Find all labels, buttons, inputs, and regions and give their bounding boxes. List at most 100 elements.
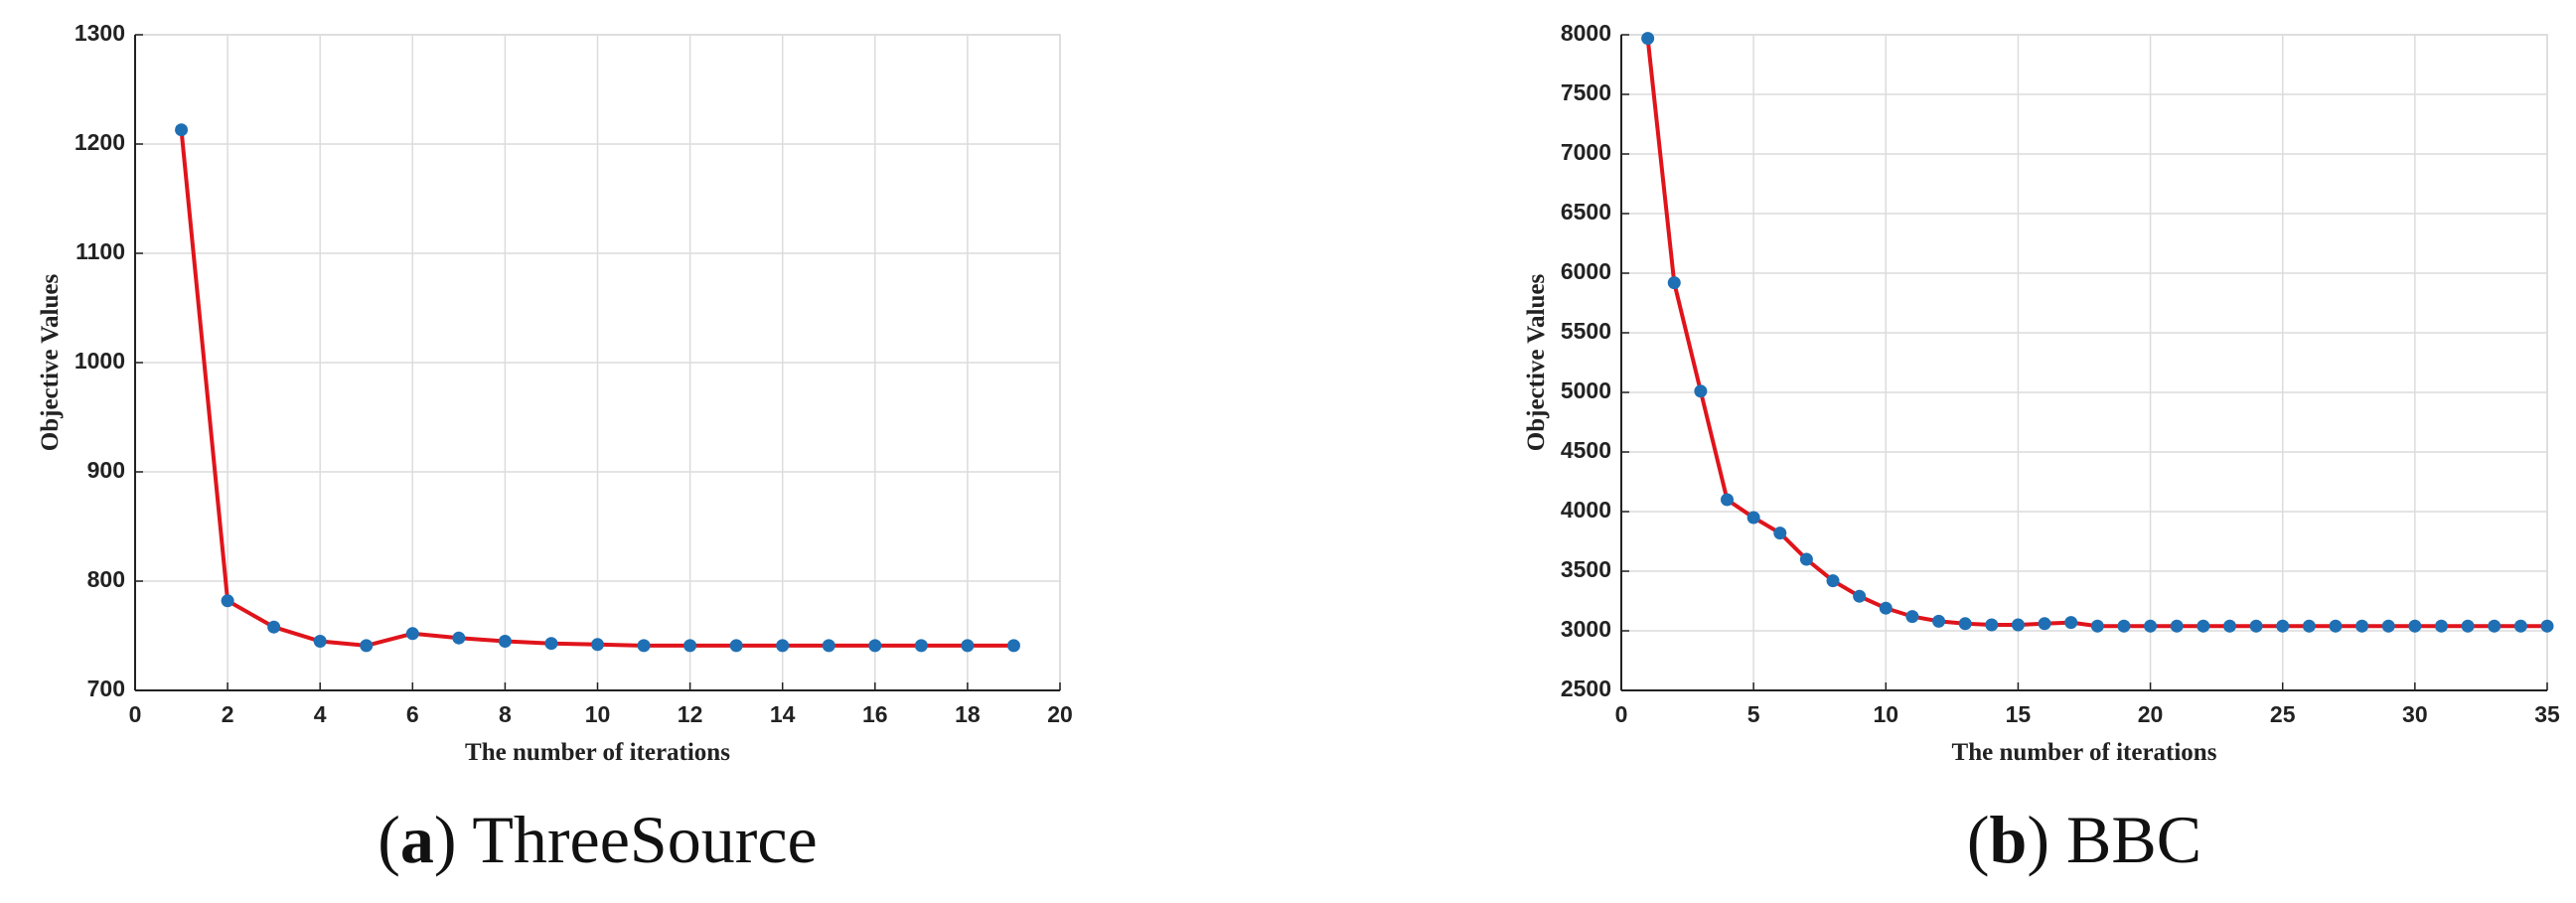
x-axis-label: The number of iterations (1952, 739, 2217, 766)
x-axis-label: The number of iterations (465, 739, 730, 766)
marker (405, 627, 419, 641)
x-tick-label: 12 (678, 701, 703, 727)
marker (2276, 619, 2290, 633)
x-tick-label: 18 (955, 701, 981, 727)
x-tick-label: 20 (1047, 701, 1073, 727)
caption-part: ) ThreeSource (434, 802, 818, 877)
x-tick-label: 30 (2402, 701, 2428, 727)
marker (498, 635, 512, 648)
marker (1667, 276, 1681, 290)
x-tick-label: 6 (406, 701, 419, 727)
marker (729, 639, 743, 653)
marker (2064, 616, 2078, 630)
y-tick-label: 7500 (1561, 79, 1611, 105)
marker (452, 631, 466, 645)
marker (2408, 619, 2422, 633)
marker (2302, 619, 2316, 633)
marker (1746, 511, 1760, 525)
x-tick-label: 10 (1873, 701, 1898, 727)
marker (1721, 493, 1735, 507)
x-tick-label: 10 (585, 701, 611, 727)
marker (2329, 619, 2343, 633)
y-axis-label: Objective Values (1523, 273, 1550, 451)
x-tick-label: 15 (2006, 701, 2032, 727)
marker (313, 635, 327, 648)
y-axis-label: Objective Values (37, 273, 64, 451)
marker (591, 638, 604, 652)
y-tick-label: 4500 (1561, 437, 1611, 463)
x-tick-label: 20 (2138, 701, 2164, 727)
x-tick-label: 14 (770, 701, 796, 727)
marker (1932, 614, 1946, 628)
caption-part: ) BBC (2027, 802, 2201, 877)
marker (2513, 619, 2527, 633)
y-tick-label: 8000 (1561, 20, 1611, 46)
y-tick-label: 7000 (1561, 139, 1611, 165)
y-tick-label: 6500 (1561, 199, 1611, 225)
caption-part: ( (378, 802, 400, 877)
y-tick-label: 1100 (76, 238, 125, 264)
y-tick-label: 1000 (75, 348, 125, 374)
marker (2011, 618, 2025, 632)
x-tick-label: 0 (129, 701, 142, 727)
x-tick-label: 16 (862, 701, 888, 727)
y-tick-label: 5500 (1561, 318, 1611, 344)
marker (2434, 619, 2448, 633)
x-tick-label: 0 (1615, 701, 1628, 727)
marker (2090, 619, 2104, 633)
marker (2222, 619, 2236, 633)
y-tick-label: 4000 (1561, 497, 1611, 523)
marker (221, 594, 234, 608)
x-tick-label: 4 (314, 701, 327, 727)
marker (1879, 601, 1893, 615)
y-tick-label: 900 (87, 457, 125, 483)
x-tick-label: 5 (1747, 701, 1760, 727)
caption: (a) ThreeSource (378, 802, 817, 877)
caption-part: b (1990, 802, 2028, 877)
y-tick-label: 3500 (1561, 556, 1611, 582)
marker (2355, 619, 2369, 633)
y-tick-label: 2500 (1561, 676, 1611, 701)
marker (1799, 552, 1813, 566)
x-tick-label: 25 (2270, 701, 2296, 727)
plot-area (1620, 34, 2548, 691)
marker (1985, 618, 1999, 632)
marker (683, 639, 697, 653)
marker (914, 639, 928, 653)
marker (776, 639, 790, 653)
y-tick-label: 1300 (75, 20, 125, 46)
caption-part: a (400, 802, 434, 877)
marker (822, 639, 835, 653)
marker (1641, 32, 1655, 46)
marker (2488, 619, 2501, 633)
caption: (b) BBC (1967, 802, 2201, 877)
marker (2540, 619, 2554, 633)
marker (961, 639, 975, 653)
marker (1694, 384, 1708, 398)
marker (1958, 617, 1972, 631)
marker (2038, 617, 2051, 631)
marker (1853, 589, 1867, 603)
marker (544, 637, 558, 651)
marker (2249, 619, 2263, 633)
marker (2197, 619, 2210, 633)
marker (2381, 619, 2395, 633)
marker (868, 639, 882, 653)
x-tick-label: 2 (222, 701, 234, 727)
y-tick-label: 5000 (1561, 377, 1611, 403)
marker (1773, 527, 1787, 540)
marker (2461, 619, 2475, 633)
y-tick-label: 1200 (75, 129, 125, 155)
marker (267, 620, 281, 634)
marker (175, 123, 189, 137)
marker (2144, 619, 2158, 633)
y-tick-label: 3000 (1561, 616, 1611, 642)
marker (2117, 619, 2131, 633)
y-tick-label: 6000 (1561, 258, 1611, 284)
marker (1905, 610, 1919, 624)
marker (360, 639, 374, 653)
x-tick-label: 8 (499, 701, 512, 727)
caption-part: ( (1967, 802, 1990, 877)
marker (2170, 619, 2184, 633)
